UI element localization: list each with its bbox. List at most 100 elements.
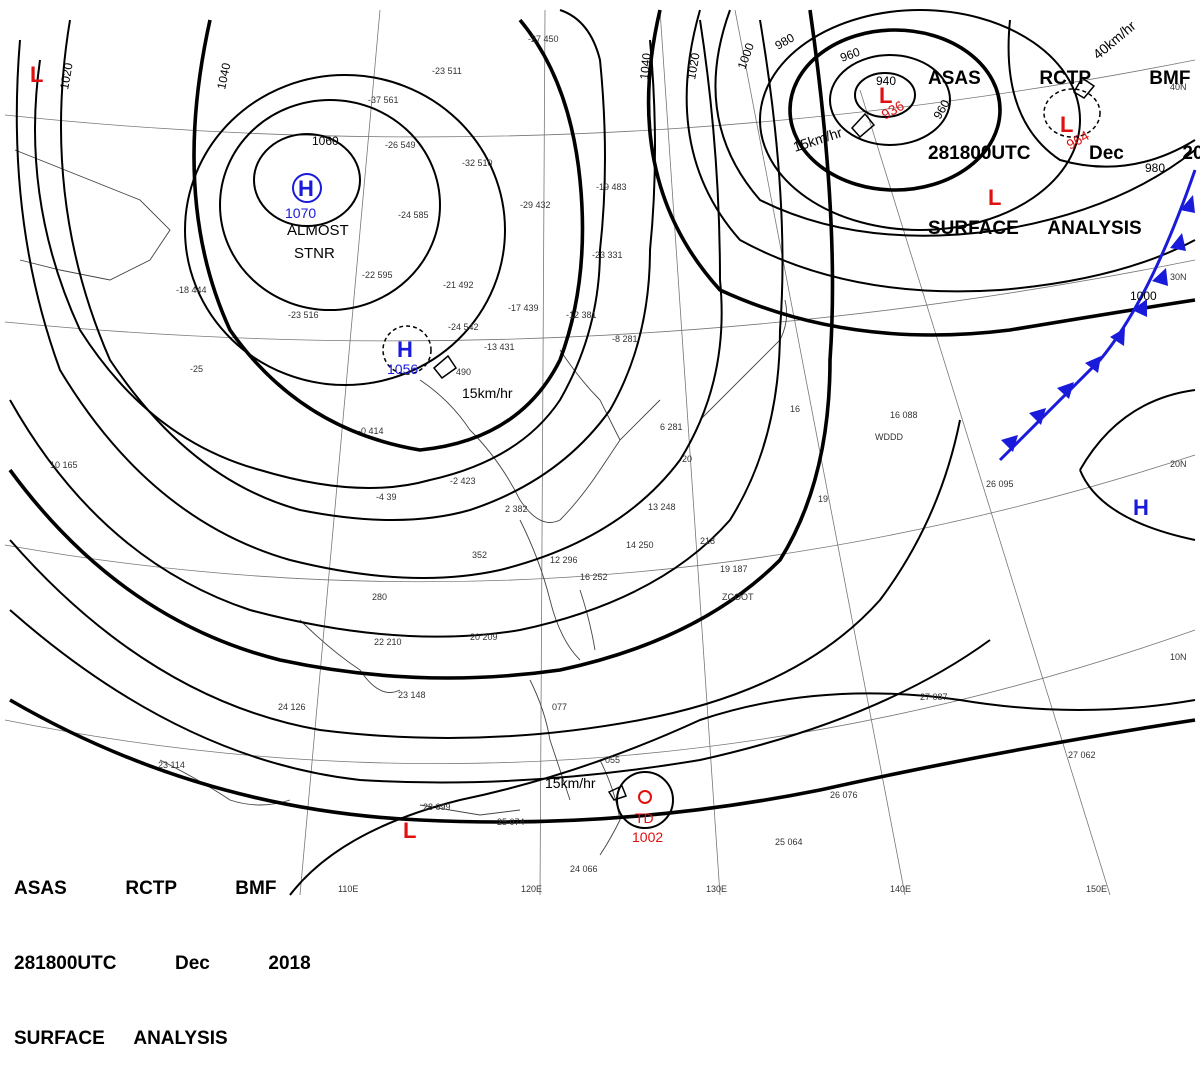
td-center-value: 1002 — [632, 829, 663, 845]
lat-label: 10N — [1170, 652, 1187, 662]
station-plot: -23 516 — [288, 310, 319, 320]
isobar-label: 980 — [1145, 161, 1165, 175]
station-plot: 19 — [818, 494, 828, 504]
motion-arrow — [607, 784, 627, 801]
isobar-label: 1000 — [1130, 289, 1157, 303]
motion-label: 15km/hr — [545, 775, 596, 791]
station-plot: 26 095 — [986, 479, 1014, 489]
station-plot: 25 074 — [497, 817, 525, 827]
lat-label: 20N — [1170, 459, 1187, 469]
station-plot: -23 331 — [592, 250, 623, 260]
station-plot: -24 542 — [448, 322, 479, 332]
lat-label: 30N — [1170, 272, 1187, 282]
front-barb — [1152, 268, 1168, 286]
station-remark: ZCOOT — [722, 592, 754, 602]
td-center-marker — [638, 790, 652, 804]
high-center-symbol: H — [1133, 495, 1149, 520]
station-plot: 16 252 — [580, 572, 608, 582]
station-plot: -18 444 — [176, 285, 207, 295]
station-plot: 24 126 — [278, 702, 306, 712]
motion-arrow — [432, 354, 458, 380]
station-plot: 23 148 — [398, 690, 426, 700]
station-plot: 27 062 — [1068, 750, 1096, 760]
station-plot: -2 423 — [450, 476, 476, 486]
high-center-note: ALMOST — [287, 222, 349, 239]
cold-front — [998, 169, 1197, 462]
isobar-label: 1020 — [684, 51, 702, 80]
station-plot: 26 076 — [830, 790, 858, 800]
high-center-note: STNR — [294, 245, 335, 262]
isobar-label: 1040 — [637, 52, 654, 80]
station-plot: -21 492 — [443, 280, 474, 290]
station-plot: 22 210 — [374, 637, 402, 647]
lon-label: 110E — [338, 884, 358, 894]
lon-label: 140E — [890, 884, 911, 894]
isobars — [8, 9, 1196, 896]
station-plot: 24 066 — [570, 864, 598, 874]
station-plot: -27 450 — [528, 34, 559, 44]
station-plot: -37 561 — [368, 95, 399, 105]
station-plot: -13 431 — [484, 342, 515, 352]
isobar-label: 960 — [838, 45, 862, 65]
title-line-time: 281800UTC Dec 2018 — [928, 143, 1200, 164]
station-plot: -12 381 — [566, 310, 597, 320]
isobar-label: 940 — [876, 74, 896, 88]
station-plot: 16 — [790, 404, 800, 414]
front-barb — [1110, 328, 1125, 346]
front-barb — [1085, 356, 1101, 373]
station-plot: 20 — [682, 454, 692, 464]
title-line-type: SURFACE ANALYSIS — [928, 218, 1142, 239]
station-plot: 077 — [552, 702, 567, 712]
station-plot: 14 250 — [626, 540, 654, 550]
isobar-label: 1040 — [214, 61, 233, 90]
station-plot: 28 099 — [423, 802, 451, 812]
station-plot: 280 — [372, 592, 387, 602]
station-plot: -17 439 — [508, 303, 539, 313]
station-plot: 490 — [456, 367, 471, 377]
station-plot: -4 39 — [376, 492, 397, 502]
station-plots: -27 450 -23 511 -37 561 -26 549 -32 510 … — [50, 34, 1096, 874]
low-center-symbol: L — [879, 83, 892, 108]
station-plot: -32 510 — [462, 158, 493, 168]
coordinate-labels: 110E 120E 130E 140E 150E 40N 30N 20N 10N — [338, 82, 1187, 894]
front-barb — [1170, 233, 1186, 251]
station-plot: -8 281 — [612, 334, 638, 344]
map-title-bottom: ASAS RCTP BMF 281800UTC Dec 2018 SURFACE… — [14, 826, 311, 1076]
station-plot: 23 114 — [158, 760, 185, 770]
isobar-label: 1060 — [312, 134, 339, 148]
station-plot: -26 549 — [385, 140, 416, 150]
lon-label: 120E — [521, 884, 542, 894]
graticule — [4, 9, 1196, 896]
high-center-value: 1070 — [285, 205, 316, 221]
station-plot: 19 187 — [720, 564, 748, 574]
high-center-symbol: H — [298, 176, 314, 201]
station-plot: -0 414 — [358, 426, 384, 436]
motion-arrow — [850, 112, 876, 139]
station-plot: 25 064 — [775, 837, 803, 847]
lon-label: 150E — [1086, 884, 1107, 894]
title-line-station: ASAS RCTP BMF — [928, 68, 1191, 89]
coastlines — [14, 149, 788, 856]
station-plot: -19 483 — [596, 182, 627, 192]
high-center-symbol: H — [397, 337, 413, 362]
station-plot: 055 — [605, 755, 620, 765]
station-plot: 16 088 — [890, 410, 918, 420]
station-plot: 352 — [472, 550, 487, 560]
station-plot: 6 281 — [660, 422, 683, 432]
station-plot: -22 595 — [362, 270, 393, 280]
station-plot: 13 248 — [648, 502, 676, 512]
low-center-symbol: L — [30, 62, 43, 87]
station-plot: -24 585 — [398, 210, 429, 220]
low-center-symbol: L — [988, 185, 1001, 210]
station-remark: WDDD — [875, 432, 903, 442]
station-plot: 12 296 — [550, 555, 578, 565]
title-line-station: ASAS RCTP BMF — [14, 878, 277, 899]
front-barb — [1001, 435, 1018, 452]
title-line-type: SURFACE ANALYSIS — [14, 1028, 228, 1049]
station-plot: 2 382 — [505, 504, 528, 514]
front-barb — [1057, 382, 1074, 399]
lon-label: 130E — [706, 884, 727, 894]
station-plot: 218 — [700, 536, 715, 546]
low-center-symbol: L — [403, 818, 416, 843]
td-center-symbol: TD — [635, 810, 654, 826]
